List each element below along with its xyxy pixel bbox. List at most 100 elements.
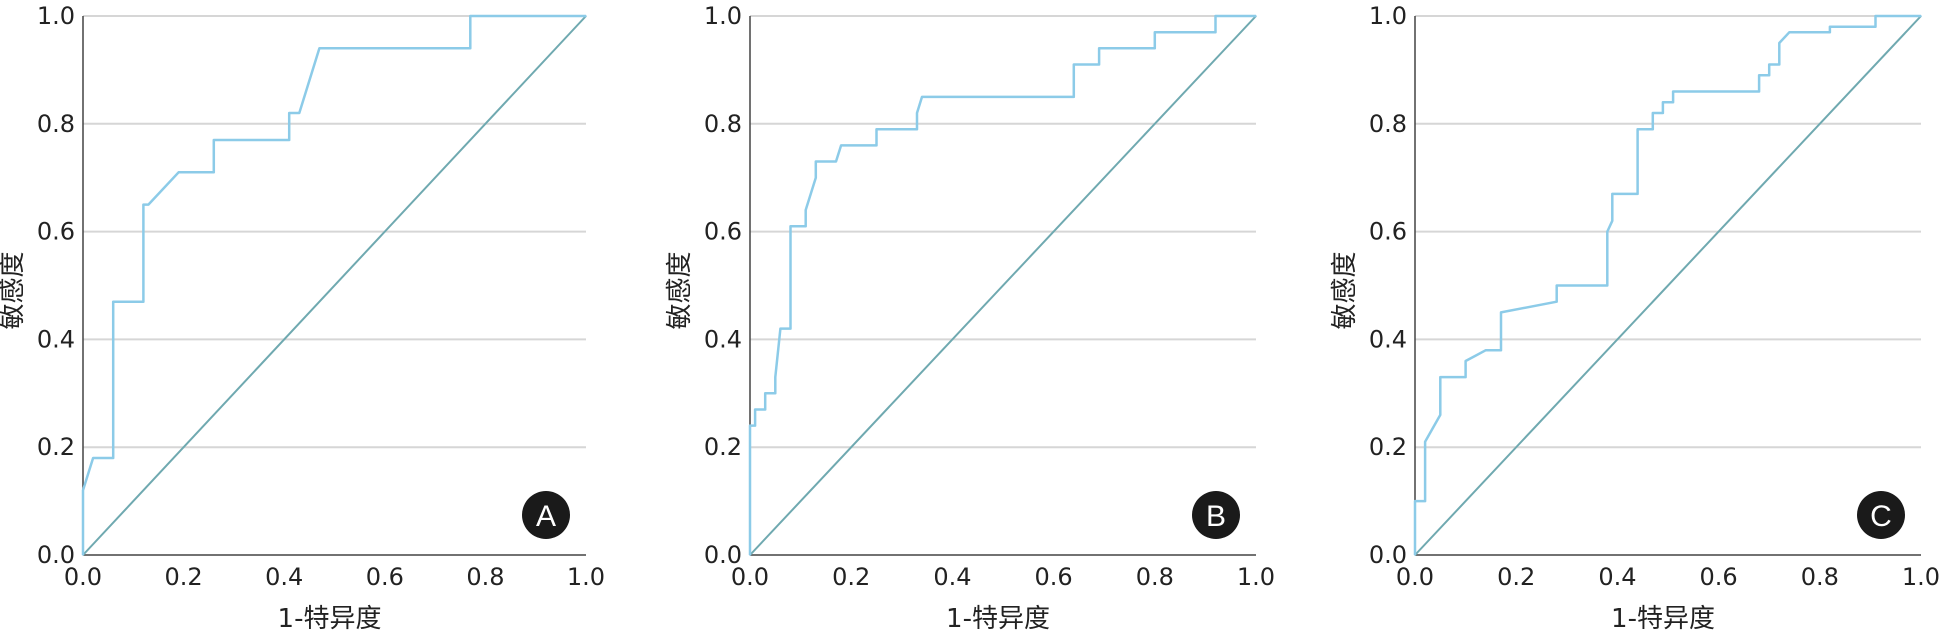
roc-curve-point bbox=[147, 203, 150, 206]
roc-curve-point bbox=[875, 128, 878, 130]
roc-curve-point bbox=[1758, 90, 1760, 93]
roc-curve-point bbox=[1474, 354, 1477, 357]
roc-curve-point bbox=[469, 15, 472, 17]
roc-curve-point bbox=[82, 489, 84, 492]
reference-diagonal-line bbox=[82, 15, 587, 556]
panel-badge bbox=[1192, 491, 1240, 539]
roc-curve-point bbox=[1611, 220, 1614, 222]
roc-curve-point bbox=[754, 424, 756, 427]
y-tick-label: 0.6 bbox=[704, 218, 742, 246]
y-tick-label: 0.4 bbox=[37, 325, 75, 353]
roc-curve-point bbox=[1154, 31, 1156, 33]
roc-curve-point bbox=[774, 392, 777, 395]
roc-curve-point bbox=[814, 176, 817, 179]
roc-curve-point bbox=[1414, 554, 1416, 556]
roc-curve-point bbox=[1662, 101, 1664, 104]
roc-curve-point bbox=[212, 171, 215, 174]
roc-curve-point bbox=[1485, 349, 1487, 351]
y-tick-label: 0.4 bbox=[704, 325, 742, 353]
roc-panel-c: 0.0 0.2 0.4 0.6 0.8 1.0 0.0 0.2 0.4 0.6 0.8 1.0 1-特异… bbox=[1330, 2, 1940, 633]
x-axis-title: 1-特异度 bbox=[1611, 604, 1715, 633]
roc-curve-point bbox=[177, 171, 180, 174]
roc-curve-point bbox=[1788, 31, 1791, 33]
panel-badge-label: B bbox=[1206, 500, 1226, 533]
roc-curve-point bbox=[142, 300, 145, 303]
roc-curve-point bbox=[921, 96, 923, 98]
y-tick-label: 1.0 bbox=[37, 2, 75, 30]
roc-curve-point bbox=[112, 300, 114, 303]
y-tick-label: 0.4 bbox=[1369, 325, 1407, 353]
x-tick-label: 0.6 bbox=[366, 563, 404, 591]
roc-curve-point bbox=[1439, 414, 1442, 416]
roc-curve-point bbox=[840, 144, 842, 147]
roc-curve-point bbox=[1758, 74, 1760, 77]
roc-curve-point bbox=[1874, 25, 1877, 28]
roc-curve-point bbox=[1662, 112, 1664, 114]
roc-curve-point bbox=[916, 128, 918, 130]
roc-curve-point bbox=[1606, 230, 1609, 233]
x-tick-label: 0.2 bbox=[832, 563, 870, 591]
roc-curve-point bbox=[1652, 128, 1654, 130]
roc-curve-point bbox=[1768, 63, 1770, 66]
roc-curve-point bbox=[804, 225, 807, 228]
y-axis-title: 敏感度 bbox=[665, 251, 695, 329]
roc-curve-point bbox=[1414, 500, 1416, 502]
y-tick-label: 1.0 bbox=[704, 2, 742, 30]
y-tick-label: 0.0 bbox=[37, 541, 75, 569]
roc-curve-point bbox=[1500, 311, 1502, 314]
x-tick-label: 1.0 bbox=[1237, 563, 1275, 591]
roc-curve-point bbox=[1778, 63, 1781, 66]
y-tick-label: 0.8 bbox=[704, 110, 742, 138]
y-tick-label: 0.2 bbox=[37, 433, 75, 461]
roc-curve-point bbox=[774, 376, 777, 378]
roc-curve-point bbox=[875, 144, 878, 147]
roc-curve-point bbox=[1214, 15, 1217, 17]
roc-curve-point bbox=[288, 139, 291, 141]
x-tick-label: 0.8 bbox=[466, 563, 504, 591]
roc-curve-point bbox=[469, 47, 472, 50]
x-tick-label: 0.6 bbox=[1700, 563, 1738, 591]
y-tick-label: 0.6 bbox=[1369, 218, 1407, 246]
roc-curve-point bbox=[142, 203, 145, 206]
y-tick-label: 0.2 bbox=[1369, 433, 1407, 461]
x-tick-label: 0.0 bbox=[1396, 563, 1434, 591]
x-tick-label: 0.2 bbox=[1497, 563, 1535, 591]
roc-curve-point bbox=[789, 327, 792, 330]
y-axis-title: 敏感度 bbox=[1330, 251, 1360, 329]
roc-curve-point bbox=[92, 457, 94, 459]
roc-curve-point bbox=[298, 112, 301, 114]
x-tick-label: 0.4 bbox=[933, 563, 971, 591]
roc-curve-point bbox=[1424, 441, 1426, 443]
panel-badge bbox=[522, 491, 570, 539]
roc-curve-point bbox=[1652, 112, 1654, 114]
roc-curve-point bbox=[1154, 47, 1156, 50]
x-tick-label: 0.0 bbox=[731, 563, 769, 591]
roc-curve-point bbox=[916, 112, 918, 114]
roc-curve-point bbox=[835, 160, 837, 163]
roc-curve-point bbox=[1073, 96, 1075, 98]
roc-curve-point bbox=[789, 225, 792, 228]
roc-curve-point bbox=[318, 47, 321, 50]
x-axis-title: 1-特异度 bbox=[278, 604, 382, 633]
x-tick-label: 0.2 bbox=[165, 563, 203, 591]
roc-curve-point bbox=[1464, 376, 1467, 378]
x-tick-label: 0.0 bbox=[64, 563, 102, 591]
roc-curve-point bbox=[1829, 31, 1831, 33]
roc-curve-point bbox=[1672, 101, 1674, 104]
y-tick-label: 0.0 bbox=[704, 541, 742, 569]
roc-curve-point bbox=[1920, 15, 1922, 17]
y-tick-label: 0.0 bbox=[1369, 541, 1407, 569]
roc-curve-point bbox=[1606, 284, 1609, 287]
roc-curve-point bbox=[1424, 500, 1426, 502]
panel-badge-label: C bbox=[1870, 500, 1892, 533]
roc-curve-point bbox=[1874, 15, 1877, 17]
roc-curve-point bbox=[1611, 193, 1614, 195]
roc-curve-point bbox=[1255, 15, 1257, 17]
roc-curve bbox=[1413, 14, 1921, 555]
roc-curve-point bbox=[1464, 360, 1467, 362]
roc-curve-point bbox=[779, 327, 782, 330]
roc-curve-point bbox=[1555, 284, 1558, 287]
roc-curve-point bbox=[1778, 42, 1781, 44]
roc-curve-point bbox=[1500, 349, 1502, 351]
